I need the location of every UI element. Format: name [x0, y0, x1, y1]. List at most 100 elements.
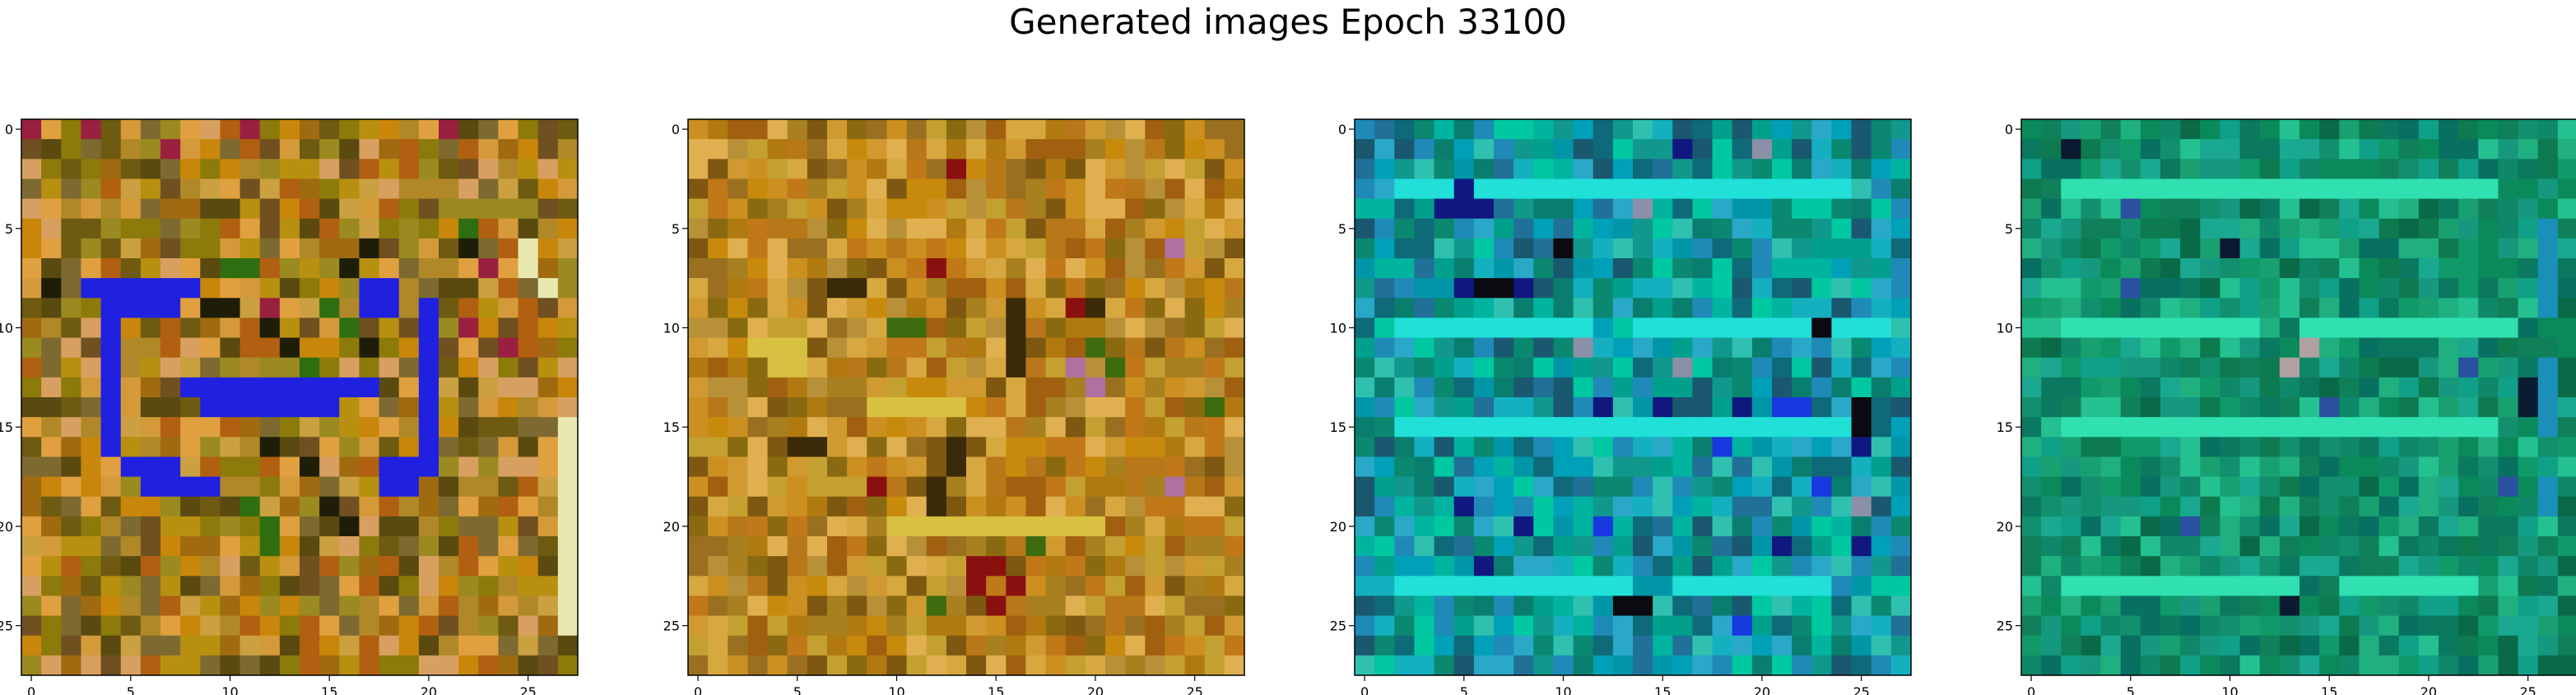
pixel-cell: [259, 298, 281, 318]
pixel-cell: [239, 556, 261, 577]
pixel-cell: [120, 397, 142, 418]
pixel-cell: [1573, 476, 1594, 498]
pixel-cell: [557, 476, 579, 498]
pixel-cell: [2100, 595, 2122, 616]
x-tick-label: 15: [2321, 684, 2337, 695]
pixel-cell: [886, 556, 907, 577]
pixel-cell: [518, 178, 539, 199]
pixel-cell: [2359, 218, 2379, 239]
pixel-cell: [2041, 456, 2062, 477]
pixel-cell: [1374, 576, 1395, 596]
pixel-cell: [1145, 119, 1165, 140]
pixel-cell: [2259, 397, 2281, 418]
pixel-cell: [100, 595, 122, 616]
pixel-cell: [1692, 139, 1713, 160]
pixel-cell: [1573, 556, 1594, 577]
pixel-cell: [2398, 278, 2420, 299]
pixel-cell: [2081, 377, 2101, 398]
pixel-cell: [239, 337, 261, 359]
pixel-cell: [1890, 576, 1912, 596]
pixel-cell: [1145, 238, 1165, 259]
pixel-cell: [767, 298, 788, 318]
pixel-cell: [1165, 298, 1185, 318]
pixel-cell: [867, 635, 887, 656]
pixel-cell: [886, 516, 907, 537]
pixel-cell: [2359, 119, 2379, 140]
pixel-cell: [1672, 437, 1693, 457]
pixel-cell: [2557, 139, 2576, 160]
pixel-cell: [537, 576, 559, 596]
pixel-cell: [2100, 655, 2122, 676]
pixel-cell: [1105, 337, 1126, 359]
pixel-cell: [2339, 159, 2360, 179]
pixel-cell: [2439, 377, 2459, 398]
pixel-cell: [2319, 437, 2340, 457]
y-tick-label: 0: [1338, 122, 1346, 137]
pixel-cell: [2299, 456, 2320, 477]
pixel-cell: [1553, 159, 1574, 179]
pixel-cell: [708, 298, 728, 318]
pixel-cell: [1811, 635, 1832, 656]
pixel-cell: [398, 218, 420, 239]
pixel-cell: [2120, 238, 2141, 259]
pixel-cell: [2220, 476, 2240, 498]
pixel-cell: [1414, 635, 1434, 656]
pixel-cell: [1593, 655, 1614, 676]
pixel-cell: [1374, 556, 1395, 577]
pixel-cell: [200, 198, 221, 220]
pixel-cell: [339, 278, 360, 299]
pixel-cell: [439, 635, 459, 656]
pixel-cell: [359, 198, 379, 220]
pixel-cell: [1434, 119, 1455, 140]
pixel-cell: [220, 178, 240, 199]
pixel-cell: [986, 496, 1007, 517]
pixel-cell: [180, 496, 201, 517]
pixel-cell: [827, 198, 848, 220]
pixel-cell: [339, 298, 360, 318]
pixel-cell: [946, 178, 967, 199]
pixel-cell: [498, 437, 518, 457]
pixel-cell: [1394, 615, 1415, 637]
pixel-cell: [1890, 337, 1912, 359]
pixel-cell: [439, 595, 459, 616]
pixel-cell: [767, 556, 788, 577]
pixel-cell: [827, 357, 848, 378]
pixel-cell: [688, 536, 709, 557]
pixel-cell: [787, 139, 808, 160]
pixel-cell: [906, 159, 928, 179]
pixel-cell: [2259, 178, 2281, 199]
pixel-cell: [1890, 317, 1912, 338]
axes-frame: [1354, 118, 1912, 676]
pixel-cell: [2021, 337, 2042, 359]
pixel-cell: [439, 615, 459, 637]
pixel-cell: [708, 258, 728, 279]
pixel-cell: [557, 397, 579, 418]
pixel-cell: [2418, 258, 2439, 279]
x-tick-label: 0: [2027, 684, 2035, 695]
pixel-cell: [398, 476, 420, 498]
pixel-cell: [1553, 139, 1574, 160]
pixel-cell: [1414, 238, 1434, 259]
pixel-cell: [140, 615, 161, 637]
pixel-cell: [1890, 595, 1912, 616]
pixel-cell: [1125, 576, 1146, 596]
pixel-cell: [886, 397, 907, 418]
pixel-cell: [418, 238, 439, 259]
pixel-cell: [1145, 576, 1165, 596]
pixel-cell: [1692, 615, 1713, 637]
pixel-cell: [180, 278, 201, 299]
pixel-cell: [1025, 218, 1046, 239]
pixel-cell: [1473, 536, 1495, 557]
pixel-cell: [1514, 417, 1534, 438]
pixel-cell: [2160, 159, 2181, 179]
pixel-cell: [2220, 556, 2240, 577]
pixel-cell: [2359, 536, 2379, 557]
pixel-cell: [120, 198, 142, 220]
pixel-cell: [2180, 516, 2201, 537]
pixel-cell: [300, 218, 320, 239]
pixel-cell: [120, 278, 142, 299]
pixel-cell: [200, 317, 221, 338]
pixel-cell: [398, 516, 420, 537]
pixel-cell: [1633, 437, 1653, 457]
pixel-cell: [767, 258, 788, 279]
